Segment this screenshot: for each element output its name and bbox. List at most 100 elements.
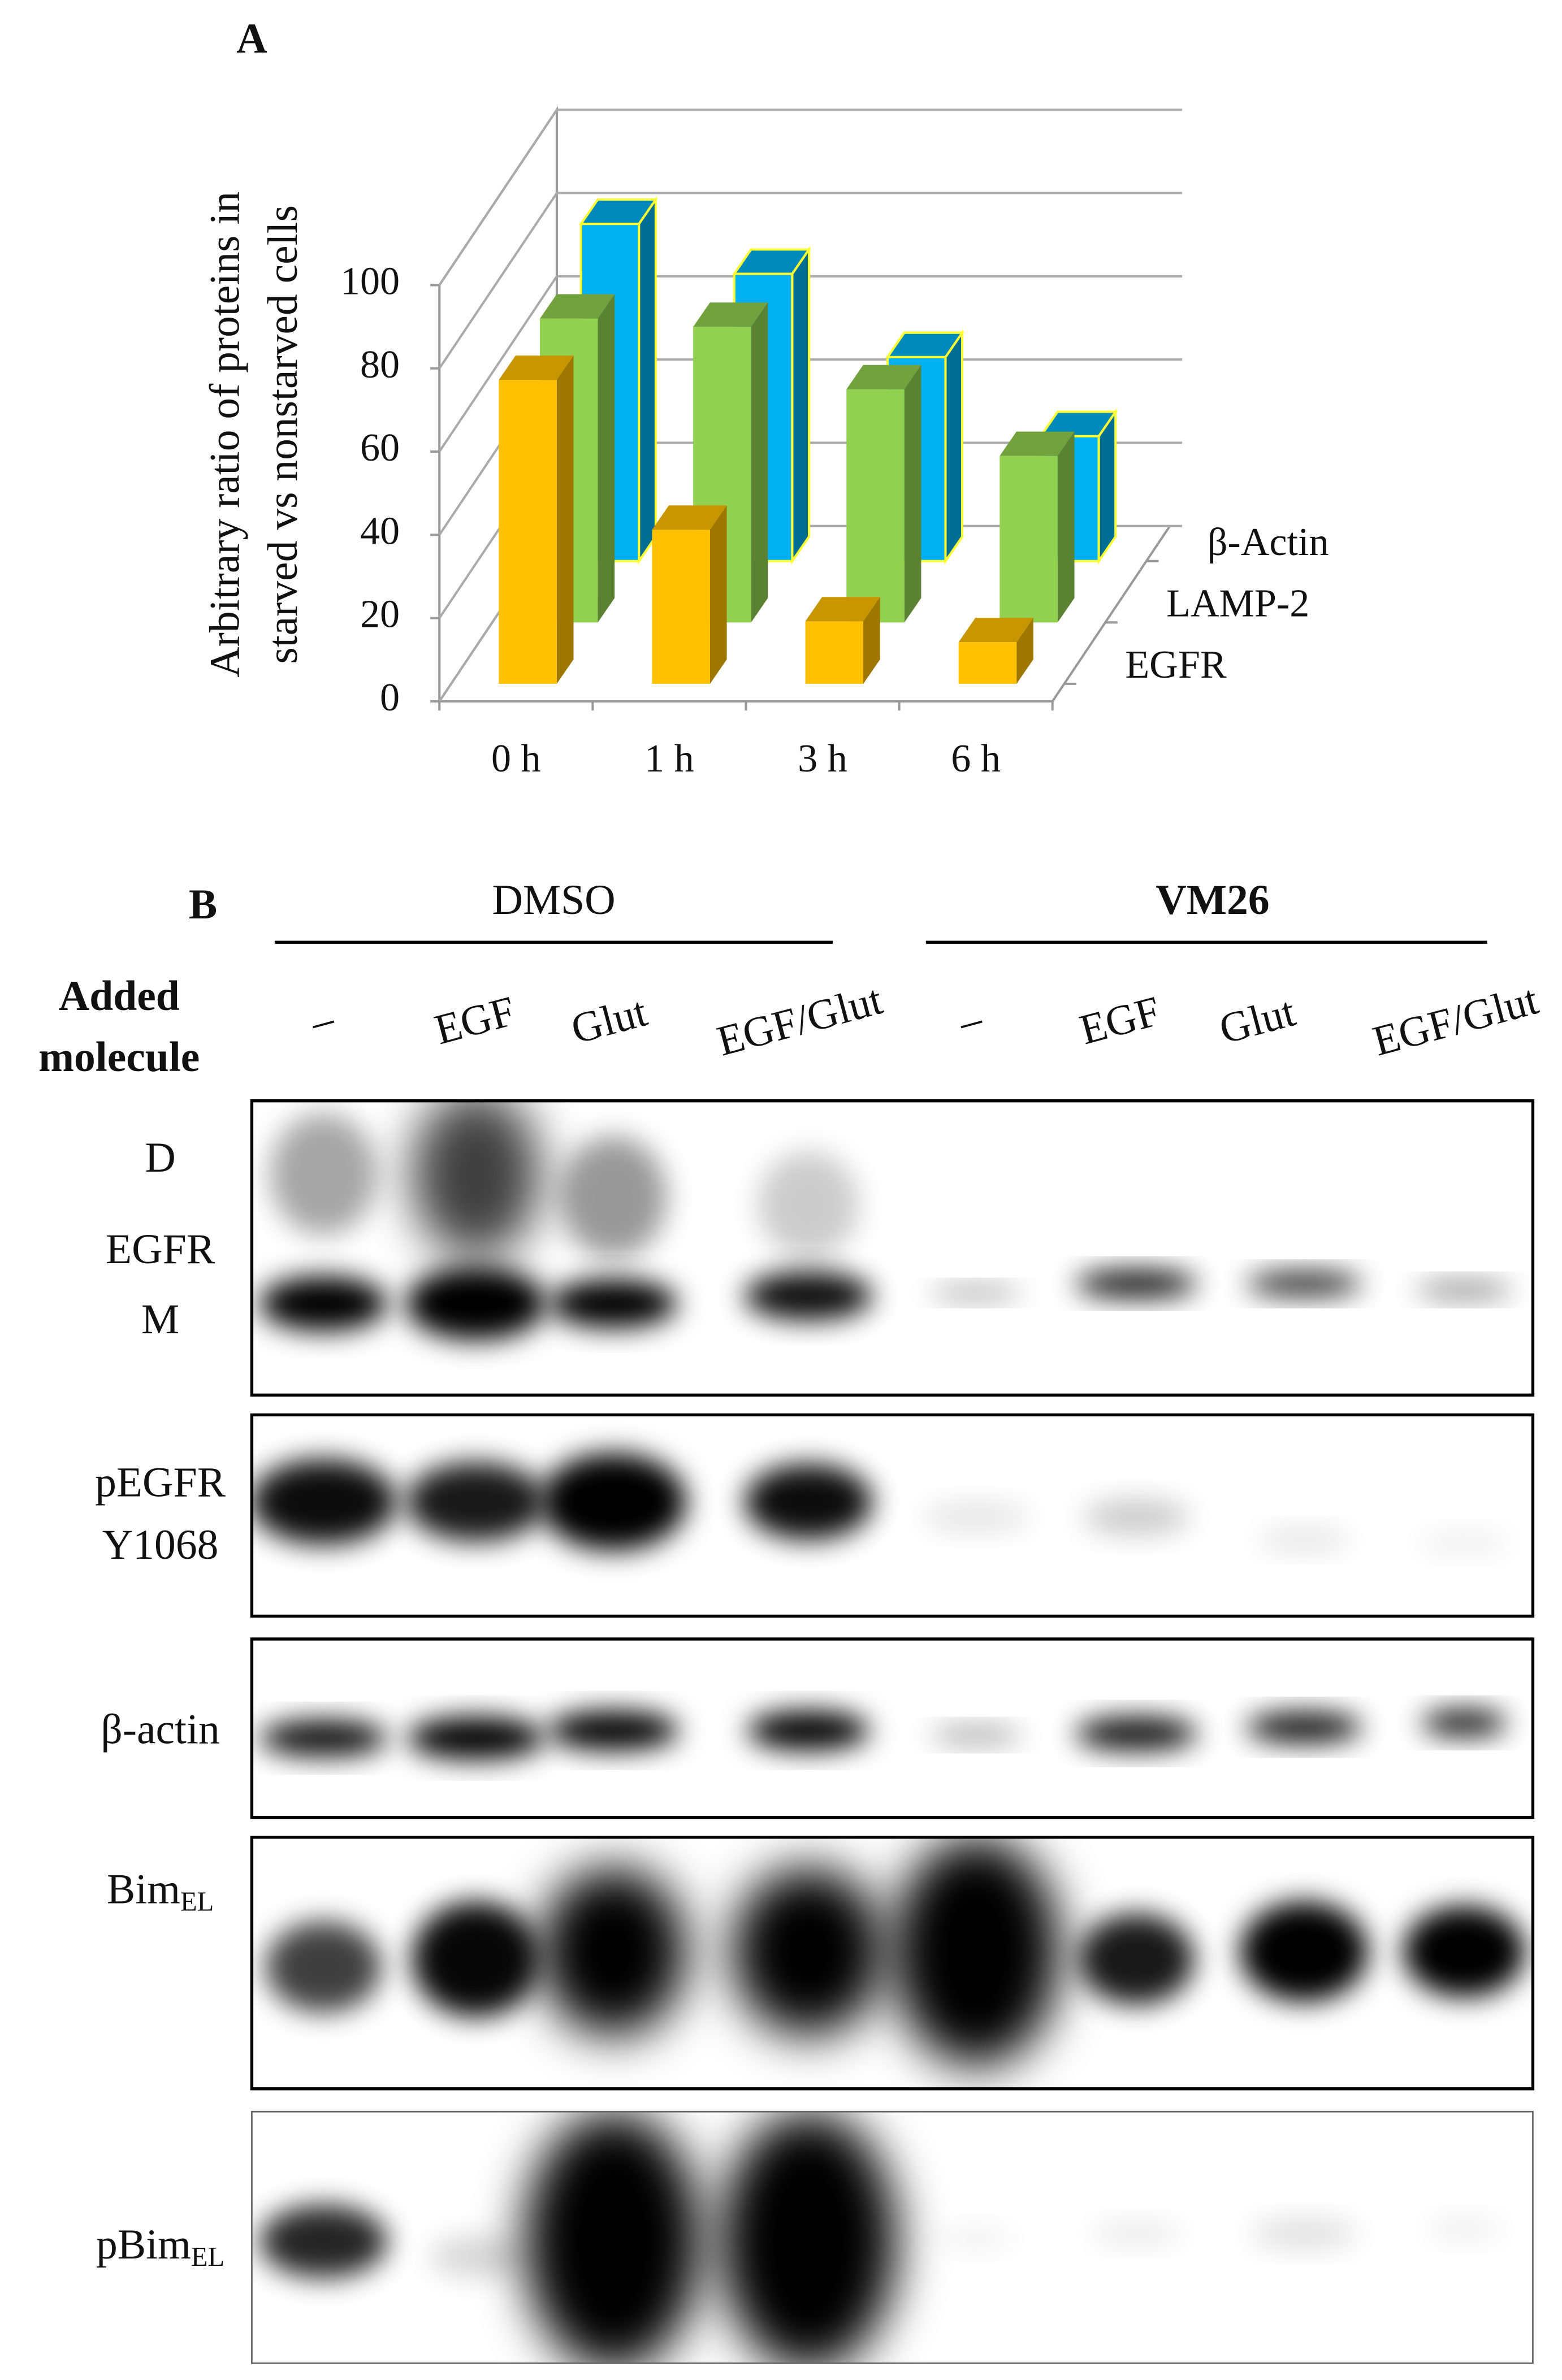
grid-line (438, 192, 1182, 369)
band (1403, 1906, 1525, 1997)
blot-frame (250, 1637, 1535, 1819)
blot-label-subscript: EL (191, 2242, 224, 2272)
band (892, 1837, 1061, 2066)
blot-label-main: Bim (107, 1866, 180, 1913)
blot-label: Y1068 (102, 1521, 219, 1568)
y-tick-label: 60 (360, 426, 400, 470)
lane-label: EGF/Glut (1368, 976, 1543, 1065)
band (540, 1867, 687, 2036)
band (547, 1710, 679, 1750)
bar-side (709, 505, 727, 684)
blot-frame (250, 1099, 1535, 1397)
bar-side (863, 597, 880, 684)
bar-side (1016, 618, 1033, 684)
y-tick-label: 40 (360, 509, 400, 553)
x-tick-label: 1 h (644, 737, 694, 781)
lane-label: – (305, 995, 339, 1047)
band (744, 1271, 873, 1321)
y-axis-label: Arbitrary ratio of proteins in (201, 192, 248, 678)
band (744, 1463, 873, 1540)
bar-side (598, 294, 615, 623)
band (1258, 1528, 1350, 1553)
bar-top (846, 365, 921, 389)
x-tick-label: 3 h (798, 737, 847, 781)
band (1246, 1271, 1362, 1296)
band (1415, 1281, 1513, 1299)
blot (259, 2112, 1503, 2364)
band (405, 1462, 547, 1542)
legend-label: LAMP-2 (1166, 582, 1309, 625)
bar-top (652, 505, 727, 530)
band (1083, 1498, 1190, 1536)
blot-label: D (145, 1134, 176, 1181)
blot-label: pEGFR (95, 1459, 226, 1506)
axis-line (1051, 525, 1171, 703)
panel-label: A (236, 15, 267, 62)
band (430, 2235, 522, 2278)
bar-top (499, 356, 574, 380)
row-header: molecule (38, 1034, 200, 1081)
grid-line (438, 275, 1182, 453)
band (1075, 1716, 1197, 1750)
blot-label-subscript: EL (180, 1886, 214, 1917)
legend-label: EGFR (1125, 643, 1226, 687)
bar (652, 530, 710, 684)
panel-label: B (189, 881, 217, 928)
band (1251, 2218, 1358, 2249)
band (1240, 1901, 1369, 2002)
blot-label: β-actin (101, 1706, 219, 1753)
y-axis-label: starved vs nonstarved cells (259, 205, 306, 664)
blot (259, 1100, 1513, 1341)
blot-label-main: pBim (96, 2221, 191, 2268)
bar (999, 456, 1058, 623)
band (540, 1453, 687, 1551)
bar-side (638, 196, 657, 565)
blot-frame (251, 2110, 1534, 2364)
blot-label: EGFR (106, 1226, 215, 1273)
lane-label: EGF (430, 987, 520, 1054)
band (732, 1867, 885, 2036)
band (405, 1267, 547, 1341)
lane-label: EGF/Glut (712, 976, 887, 1065)
x-tick-label: 6 h (951, 737, 1001, 781)
band (930, 1726, 1022, 1745)
lane-label: Glut (1214, 988, 1300, 1053)
bar-side (904, 365, 921, 623)
y-tick-label: 20 (360, 593, 400, 636)
blot (265, 1837, 1525, 2066)
band (407, 1716, 545, 1760)
bar-side (751, 302, 768, 623)
chart: 0 20 40 60 80 100 0 h 1 h 3 h 6 h EGFR LAMP-2 β-Acti… (340, 106, 1329, 781)
lane-label: EGF (1075, 987, 1165, 1054)
band (259, 1719, 388, 1757)
blot-frame (250, 1413, 1535, 1618)
band (758, 1151, 859, 1258)
bar-top (958, 618, 1033, 643)
band (525, 2112, 702, 2364)
band (259, 2204, 388, 2278)
band (549, 1279, 678, 1328)
band (1421, 1709, 1507, 1737)
bar-top (693, 302, 768, 327)
blot (252, 1453, 1510, 1555)
y-tick-label: 0 (380, 676, 400, 719)
band (560, 1135, 667, 1258)
blots: – EGF Glut EGF/Glut – EGF Glut EGF/Glut D EGFR MpE… (95, 976, 1543, 2364)
band (412, 1901, 540, 2017)
bar (805, 621, 864, 684)
bar-top (999, 431, 1075, 456)
y-tick-label: 100 (340, 260, 400, 304)
band (930, 1285, 1022, 1301)
bar (958, 642, 1017, 684)
blot-frame (250, 1835, 1535, 2091)
band (265, 1921, 382, 2013)
y-tick-label: 80 (360, 343, 400, 387)
grid-line (438, 109, 1182, 286)
legend-label: β-Actin (1208, 521, 1329, 564)
bar (499, 380, 557, 684)
row-header: Added (59, 973, 180, 1020)
band (412, 1100, 540, 1258)
band (252, 1459, 397, 1545)
